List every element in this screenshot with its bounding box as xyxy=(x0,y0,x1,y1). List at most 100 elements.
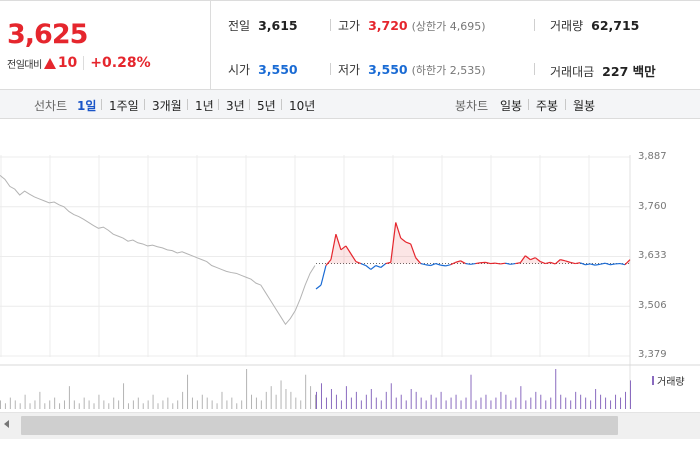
volume-legend: 거래량 xyxy=(652,373,685,388)
today-price-segment xyxy=(370,265,377,270)
change-rate: +0.28% xyxy=(90,55,151,71)
today-price-segment xyxy=(554,259,561,265)
today-price-segment xyxy=(360,262,367,267)
price-chart xyxy=(0,155,700,409)
line-chart-label: 선차트 xyxy=(34,99,68,113)
candle-tab-weekly[interactable]: 주봉 xyxy=(536,99,559,113)
chart-scrollbar[interactable] xyxy=(0,412,700,439)
today-price-segment xyxy=(595,263,601,266)
volume-bar-previous xyxy=(290,391,292,409)
volume-bar-today xyxy=(400,394,402,409)
today-price-segment xyxy=(460,260,466,265)
volume-bar-previous xyxy=(63,400,65,409)
trade-value-label: 거래대금 xyxy=(550,65,595,79)
volume-bar-today xyxy=(330,389,332,409)
today-price-segment xyxy=(475,262,481,265)
volume-label: 거래량 xyxy=(550,19,584,33)
volume-bar-today xyxy=(405,400,407,409)
volume-bar-previous xyxy=(132,400,134,409)
volume-bar-today xyxy=(525,400,527,409)
volume-bar-today xyxy=(360,400,362,409)
candle-chart-label: 봉차트 xyxy=(455,99,489,113)
period-tab-3y[interactable]: 3년 xyxy=(226,99,245,113)
period-tab-1w[interactable]: 1주일 xyxy=(109,99,139,113)
today-price-segment xyxy=(350,253,357,262)
today-price-segment xyxy=(500,262,506,265)
volume-bar-today xyxy=(515,397,517,409)
today-price-segment xyxy=(589,263,596,266)
today-price-segment xyxy=(375,264,382,269)
volume-bar-previous xyxy=(88,400,90,409)
today-price-segment xyxy=(565,260,571,263)
volume-bar-previous xyxy=(98,394,100,409)
up-triangle-icon xyxy=(43,57,56,69)
scroll-left-arrow-icon[interactable] xyxy=(4,420,9,428)
volume-bar-today xyxy=(540,394,542,409)
volume-bar-today xyxy=(450,397,452,409)
volume-bar-previous xyxy=(83,397,85,409)
volume-bar-today xyxy=(520,386,522,409)
volume-bar-today xyxy=(475,400,477,409)
period-tab-3m[interactable]: 3개월 xyxy=(152,99,182,113)
volume-bar-previous xyxy=(68,386,70,409)
today-price-segment xyxy=(575,262,581,265)
volume-bar-today xyxy=(316,391,317,409)
above-reference-fill xyxy=(316,222,630,264)
volume-bar-today xyxy=(560,394,562,409)
volume-bar-today xyxy=(620,397,622,409)
volume-bar-today xyxy=(590,400,592,409)
volume-bar-today xyxy=(415,391,417,409)
volume-bar-today xyxy=(565,397,567,409)
volume-bar-previous xyxy=(157,403,159,409)
volume-bar-today xyxy=(460,400,462,409)
y-tick-label: 3,379 xyxy=(638,349,667,360)
period-tab-1d[interactable]: 1일 xyxy=(77,99,97,113)
volume-bar-previous xyxy=(127,403,129,409)
today-price-segment xyxy=(585,263,591,266)
y-tick-label: 3,887 xyxy=(638,151,667,162)
previous-session-line xyxy=(0,175,316,326)
divider xyxy=(330,19,331,31)
divider xyxy=(281,99,282,110)
today-price-segment xyxy=(455,260,461,263)
today-price-segment xyxy=(315,284,322,290)
prev-close-stat: 전일 3,615 xyxy=(228,17,298,34)
volume-bar-previous xyxy=(73,400,75,409)
volume-bar-today xyxy=(375,397,377,409)
open-label: 시가 xyxy=(228,63,251,77)
volume-bar-previous xyxy=(0,400,1,409)
volume-bar-previous xyxy=(300,400,302,409)
open-stat: 시가 3,550 xyxy=(228,61,298,78)
candle-tab-monthly[interactable]: 월봉 xyxy=(573,99,596,113)
volume-bar-today xyxy=(410,389,412,409)
volume-bar-today xyxy=(570,400,572,409)
volume-bar-previous xyxy=(39,391,41,409)
volume-bar-today xyxy=(355,391,357,409)
volume-bar-previous xyxy=(152,394,154,409)
volume-bar-today xyxy=(325,397,327,409)
high-value: 3,720 xyxy=(368,18,408,33)
candle-tab-daily[interactable]: 일봉 xyxy=(500,99,523,113)
volume-bar-previous xyxy=(34,400,36,409)
volume-bar-previous xyxy=(142,403,144,409)
today-price-segment xyxy=(599,262,606,265)
period-tab-5y[interactable]: 5년 xyxy=(257,99,276,113)
divider xyxy=(144,99,145,110)
volume-bar-previous xyxy=(103,400,105,409)
scroll-thumb[interactable] xyxy=(21,416,618,435)
today-price-segment xyxy=(550,261,556,265)
today-price-segment xyxy=(400,237,407,243)
volume-bar-previous xyxy=(4,403,6,409)
chart-toolbar: 선차트 1일 1주일 3개월 1년 3년 5년 10년 봉차트 일봉 주봉 월봉 xyxy=(0,90,700,119)
stock-summary-panel: 3,625 전일대비 10 +0.28% 전일 3,615 고가 3,720 (… xyxy=(0,0,700,90)
volume-bar-previous xyxy=(255,397,257,409)
volume-bar-previous xyxy=(275,394,277,409)
today-price-segment xyxy=(619,262,626,266)
volume-bar-today xyxy=(545,400,547,409)
high-label: 고가 xyxy=(338,19,361,33)
today-price-segment xyxy=(425,264,431,267)
period-tab-1y[interactable]: 1년 xyxy=(195,99,214,113)
volume-bar-previous xyxy=(216,403,218,409)
period-tab-10y[interactable]: 10년 xyxy=(289,99,316,113)
volume-bar-today xyxy=(425,400,427,409)
